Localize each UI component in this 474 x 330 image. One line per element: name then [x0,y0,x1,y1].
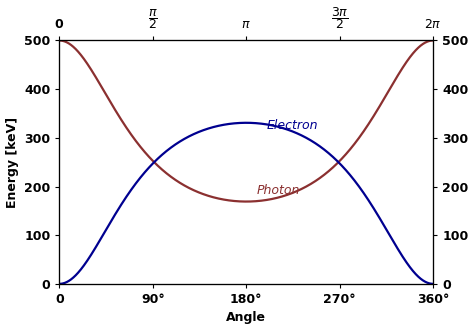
X-axis label: Angle: Angle [226,312,266,324]
Text: Photon: Photon [256,184,300,197]
Y-axis label: Energy [keV]: Energy [keV] [6,116,18,208]
Text: Electron: Electron [267,119,319,132]
